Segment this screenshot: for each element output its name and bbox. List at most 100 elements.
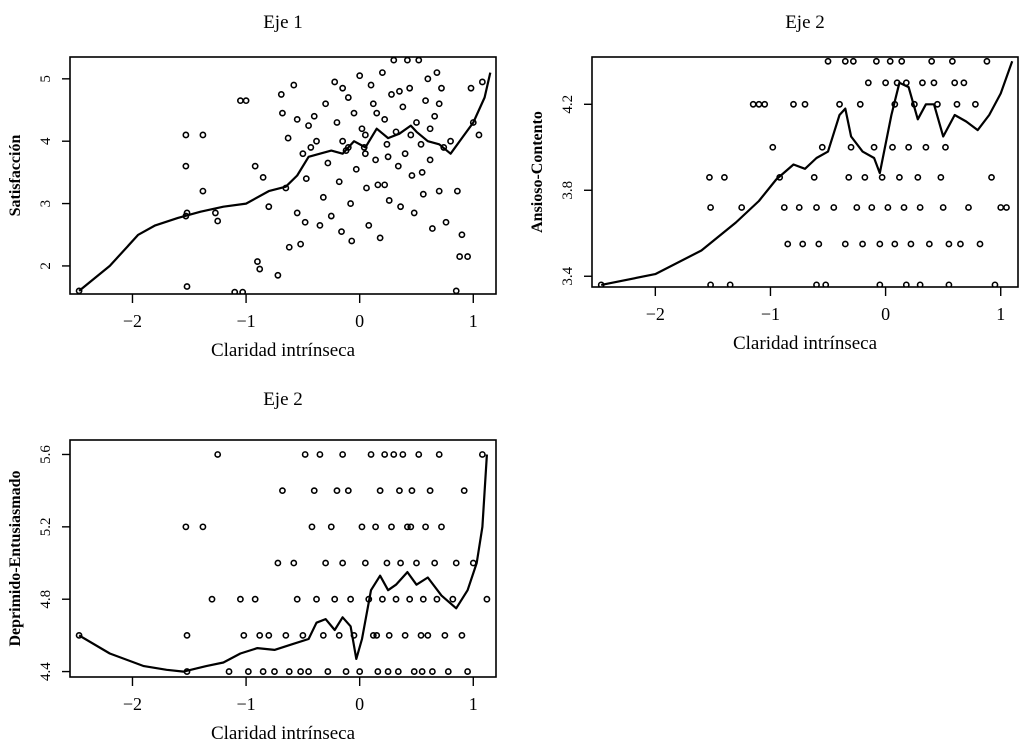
data-point xyxy=(259,668,267,675)
data-point xyxy=(790,100,797,108)
data-point xyxy=(755,100,763,108)
data-point xyxy=(456,253,464,260)
data-point xyxy=(316,451,324,458)
data-point xyxy=(251,595,259,603)
data-point xyxy=(907,240,915,248)
data-point xyxy=(256,631,264,639)
data-point xyxy=(242,97,250,105)
data-point xyxy=(426,487,434,495)
data-point xyxy=(305,668,312,675)
data-point xyxy=(290,559,298,567)
data-point xyxy=(290,81,298,89)
x-axis-label: Claridad intrínseca xyxy=(733,333,878,354)
data-point xyxy=(385,631,393,639)
data-point xyxy=(424,75,432,83)
data-point xyxy=(388,523,395,531)
data-point xyxy=(376,234,384,242)
y-tick-label: 3.8 xyxy=(560,181,576,200)
y-tick-label: 5.6 xyxy=(38,445,54,464)
data-point xyxy=(361,150,369,158)
data-point xyxy=(410,668,418,675)
data-point xyxy=(383,559,391,567)
y-tick-label: 4.2 xyxy=(560,95,576,114)
data-point xyxy=(441,631,449,639)
data-point xyxy=(212,209,219,217)
data-point xyxy=(307,144,315,151)
data-point xyxy=(780,204,788,211)
data-point xyxy=(335,178,343,186)
x-tick-label: −2 xyxy=(123,311,142,331)
data-point xyxy=(418,668,426,675)
data-point xyxy=(419,190,427,198)
data-point xyxy=(367,451,375,458)
data-point xyxy=(390,451,398,458)
data-point xyxy=(301,451,309,458)
data-point xyxy=(942,143,949,151)
trend-line xyxy=(78,72,492,292)
data-point xyxy=(394,162,402,170)
data-point xyxy=(356,668,364,675)
chart-title: Eje 2 xyxy=(263,389,303,410)
data-point xyxy=(458,631,466,639)
data-point xyxy=(417,631,425,639)
data-point xyxy=(847,143,855,151)
x-tick-label: 1 xyxy=(469,311,478,331)
data-point xyxy=(277,91,285,98)
data-point xyxy=(356,72,364,80)
data-point xyxy=(403,57,411,64)
data-point xyxy=(381,451,389,458)
data-point xyxy=(279,109,286,117)
data-point xyxy=(836,100,843,108)
data-point xyxy=(945,281,953,287)
data-point xyxy=(435,100,443,108)
data-point xyxy=(841,240,849,248)
data-point xyxy=(882,79,889,87)
data-point xyxy=(331,78,339,86)
y-tick-label: 2 xyxy=(38,262,54,270)
data-point xyxy=(208,595,216,603)
data-point xyxy=(274,559,282,567)
data-point xyxy=(392,595,400,603)
data-point xyxy=(410,209,418,217)
data-point xyxy=(417,140,425,148)
data-point xyxy=(876,281,884,287)
data-point xyxy=(399,451,407,458)
y-tick-label: 5 xyxy=(38,75,54,83)
data-point xyxy=(407,523,415,531)
data-point xyxy=(983,57,991,65)
data-point xyxy=(396,87,403,95)
data-point xyxy=(388,91,395,98)
data-point xyxy=(383,140,391,148)
chart-panel-3: Eje 2 −2 −1 0 1 Claridad intrínseca 4.4 4.8 5.2 5… xyxy=(7,389,497,740)
data-point xyxy=(182,162,190,170)
y-tick-label: 4.8 xyxy=(38,590,54,609)
data-point xyxy=(872,57,880,65)
data-point xyxy=(856,100,864,108)
y-tick-label: 4 xyxy=(38,137,54,145)
data-point xyxy=(438,84,445,92)
data-point xyxy=(361,559,369,567)
data-point xyxy=(322,100,329,108)
data-point xyxy=(440,144,448,151)
data-point xyxy=(308,523,316,531)
data-point xyxy=(327,212,335,220)
data-point xyxy=(965,204,972,211)
data-point xyxy=(925,240,933,248)
data-point xyxy=(422,97,429,105)
data-point xyxy=(394,668,402,675)
data-point xyxy=(726,281,734,287)
data-point xyxy=(900,204,908,211)
data-point xyxy=(464,253,471,260)
data-point xyxy=(458,231,466,239)
data-point xyxy=(991,281,999,287)
data-point xyxy=(265,631,273,639)
data-point xyxy=(870,143,878,151)
data-point xyxy=(338,228,345,236)
data-point xyxy=(431,559,439,567)
data-point xyxy=(239,288,247,294)
data-point xyxy=(801,100,809,108)
data-point xyxy=(182,131,190,139)
plot-area xyxy=(75,451,491,675)
data-point xyxy=(444,668,452,675)
data-point xyxy=(438,523,445,531)
